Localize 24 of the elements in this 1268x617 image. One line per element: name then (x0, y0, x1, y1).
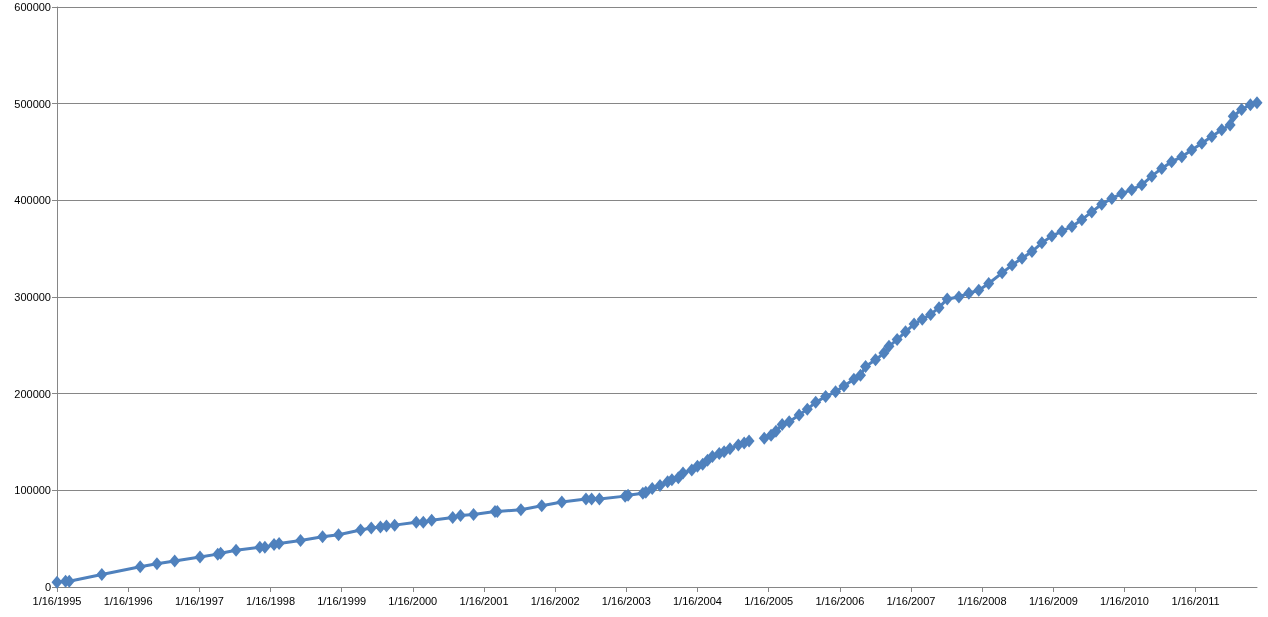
x-tick-label: 1/16/2000 (388, 594, 438, 607)
x-tick-label: 1/16/2009 (1028, 594, 1078, 607)
x-tick-label: 1/16/1995 (32, 594, 82, 607)
x-tick-label: 1/16/1998 (246, 594, 296, 607)
y-tick-label: 500000 (14, 97, 51, 110)
y-tick-label: 100000 (14, 484, 51, 497)
x-tick-label: 1/16/2005 (744, 594, 794, 607)
x-tick-label: 1/16/2010 (1100, 594, 1149, 607)
x-tick-label: 1/16/2011 (1171, 594, 1220, 607)
x-tick-label: 1/16/2006 (815, 594, 865, 607)
y-tick-label: 300000 (14, 291, 51, 303)
x-tick-label: 1/16/1999 (317, 594, 367, 607)
x-tick-label: 1/16/2001 (459, 594, 509, 607)
y-tick-label: 600000 (14, 1, 51, 13)
y-tick-label: 200000 (14, 387, 51, 400)
x-tick-label: 1/16/2007 (886, 594, 936, 607)
x-tick-label: 1/16/1996 (103, 594, 153, 607)
x-tick-label: 1/16/2004 (672, 594, 722, 607)
x-tick-label: 1/16/2008 (957, 594, 1007, 607)
x-tick-label: 1/16/2003 (601, 594, 651, 607)
y-tick-label: 400000 (14, 194, 51, 207)
x-tick-label: 1/16/2002 (530, 594, 580, 607)
y-tick-label: 0 (44, 581, 51, 593)
x-tick-label: 1/16/1997 (174, 594, 224, 607)
